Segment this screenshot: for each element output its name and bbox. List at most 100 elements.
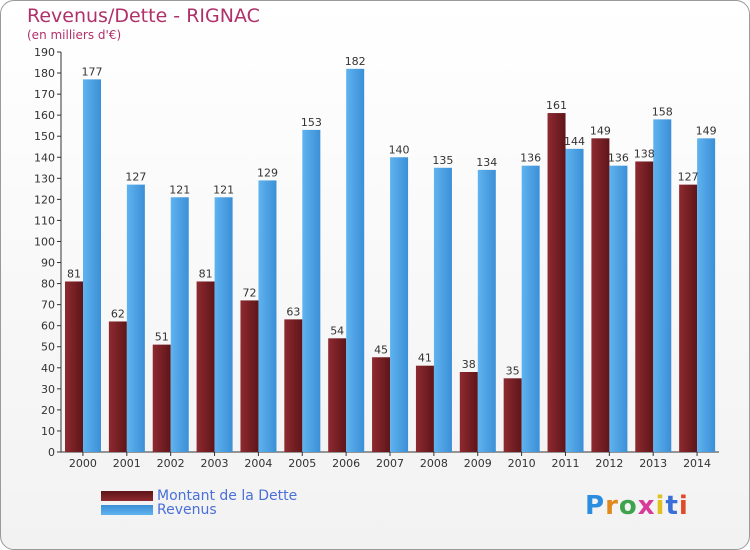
y-tick-label: 10 — [41, 425, 55, 438]
bar-revenue — [653, 119, 672, 453]
bar-revenue — [302, 129, 321, 453]
value-label-debt: 35 — [506, 364, 520, 377]
bar-revenue — [126, 184, 145, 452]
y-tick-label: 40 — [41, 362, 55, 375]
x-tick-label: 2004 — [244, 457, 272, 470]
value-label-debt: 81 — [67, 267, 81, 280]
y-tick-label: 160 — [34, 109, 55, 122]
value-label-revenue: 177 — [82, 65, 103, 78]
bar-debt — [108, 321, 127, 452]
value-label-revenue: 121 — [213, 183, 234, 196]
y-tick-label: 130 — [34, 172, 55, 185]
y-tick-label: 150 — [34, 130, 55, 143]
legend-label-debt: Montant de la Dette — [157, 488, 298, 504]
x-tick-label: 2009 — [464, 457, 492, 470]
bar-revenue — [477, 169, 496, 453]
bars — [65, 68, 716, 453]
value-label-revenue: 127 — [125, 171, 146, 184]
bar-revenue — [433, 167, 452, 452]
legend-swatch-debt — [101, 491, 153, 501]
y-tick-label: 60 — [41, 320, 55, 333]
x-tick-label: 2003 — [201, 457, 229, 470]
bar-debt — [591, 138, 610, 452]
y-tick-label: 50 — [41, 341, 55, 354]
x-tick-label: 2010 — [508, 457, 536, 470]
x-tick-label: 2008 — [420, 457, 448, 470]
value-label-revenue: 149 — [696, 124, 717, 137]
bar-revenue — [609, 165, 628, 452]
bar-debt — [328, 338, 347, 452]
logo-letter: r — [605, 491, 619, 521]
value-label-debt: 45 — [374, 343, 388, 356]
value-label-revenue: 121 — [169, 183, 190, 196]
value-label-revenue: 129 — [257, 166, 278, 179]
y-tick-label: 170 — [34, 88, 55, 101]
value-label-revenue: 134 — [476, 156, 497, 169]
logo-letter: i — [655, 491, 666, 521]
bar-debt — [415, 365, 434, 452]
bar-revenue — [83, 79, 101, 453]
value-label-debt: 161 — [546, 99, 567, 112]
bar-debt — [152, 344, 171, 452]
bar-revenue — [170, 197, 189, 452]
logo-letter: i — [678, 491, 689, 521]
value-label-debt: 41 — [418, 352, 432, 365]
logo-letter: t — [665, 491, 679, 521]
bar-debt — [65, 281, 83, 452]
value-label-debt: 51 — [155, 331, 169, 344]
logo-letter: P — [585, 491, 606, 521]
bar-debt — [240, 300, 259, 452]
value-label-debt: 149 — [590, 124, 611, 137]
chart-title: Revenus/Dette - RIGNAC — [27, 5, 260, 27]
value-label-revenue: 153 — [301, 116, 322, 129]
bar-revenue — [346, 68, 365, 452]
y-tick-label: 70 — [41, 299, 55, 312]
value-label-debt: 127 — [678, 171, 699, 184]
x-tick-label: 2006 — [332, 457, 360, 470]
y-tick-label: 100 — [34, 235, 55, 248]
x-tick-label: 2013 — [639, 457, 667, 470]
bar-revenue — [521, 165, 540, 452]
value-labels: 81 177 62 127 51 121 81 121 72 129 63 153 54 182 45 140… — [67, 55, 717, 377]
value-label-debt: 138 — [634, 147, 655, 160]
bar-debt — [196, 281, 215, 452]
logo-letter: o — [618, 491, 638, 521]
y-tick-label: 110 — [34, 214, 55, 227]
y-tick-label: 190 — [34, 46, 55, 59]
bar-debt — [284, 319, 303, 452]
bar-debt — [547, 113, 566, 452]
legend-swatch-revenue — [101, 505, 153, 515]
y-tick-label: 20 — [41, 404, 55, 417]
value-label-revenue: 158 — [652, 105, 673, 118]
value-label-debt: 81 — [199, 267, 213, 280]
x-tick-label: 2007 — [376, 457, 404, 470]
proxiti-logo: Proxiti — [585, 491, 689, 521]
value-label-debt: 54 — [330, 324, 344, 337]
legend-label-revenue: Revenus — [157, 502, 217, 518]
x-tick-label: 2002 — [157, 457, 185, 470]
bar-revenue — [390, 157, 409, 452]
legend-item-debt: Montant de la Dette — [101, 488, 297, 504]
value-label-debt: 63 — [286, 305, 300, 318]
y-tick-label: 180 — [34, 67, 55, 80]
bar-revenue — [214, 197, 233, 452]
value-label-revenue: 136 — [608, 152, 629, 165]
legend-item-revenue: Revenus — [101, 502, 217, 518]
bar-debt — [459, 372, 478, 452]
x-tick-label: 2014 — [683, 457, 711, 470]
y-tick-label: 80 — [41, 278, 55, 291]
y-tick-label: 90 — [41, 257, 55, 270]
x-tick-label: 2000 — [69, 457, 97, 470]
value-label-revenue: 144 — [564, 135, 585, 148]
y-tick-label: 0 — [48, 446, 55, 459]
value-label-revenue: 135 — [432, 154, 453, 167]
value-label-revenue: 136 — [520, 152, 541, 165]
y-tick-label: 30 — [41, 383, 55, 396]
value-label-revenue: 182 — [345, 55, 366, 68]
y-tick-label: 140 — [34, 151, 55, 164]
value-label-debt: 62 — [111, 307, 125, 320]
bar-revenue — [565, 148, 584, 452]
y-tick-label: 120 — [34, 193, 55, 206]
